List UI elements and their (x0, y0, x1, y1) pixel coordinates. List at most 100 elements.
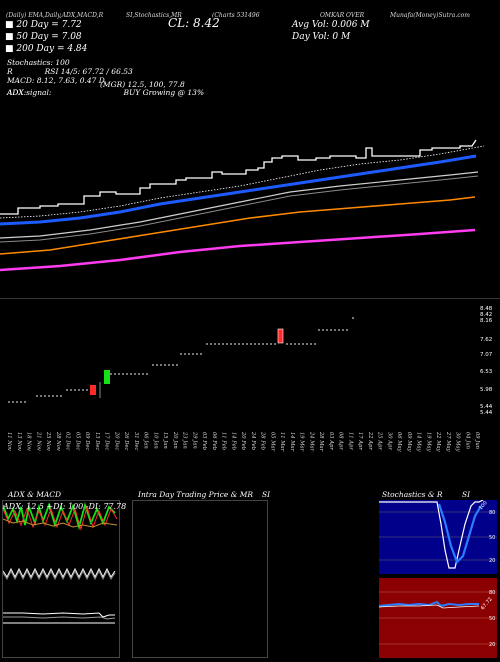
candle-dashes (8, 317, 355, 403)
intraday-title: Intra Day Trading Price & MR (138, 490, 254, 499)
rsi-panel: 80 50 20 67.72 (378, 578, 497, 658)
ema-20-line (0, 154, 477, 226)
date-label: 03 Apr (327, 432, 334, 450)
date-label: 13 Dec (93, 432, 100, 451)
macd-lines (3, 612, 116, 624)
date-label: 20 Feb (240, 432, 246, 450)
price-label-1: 8.48 (480, 306, 493, 312)
date-label: 23 Jan (181, 432, 188, 449)
ema-50-line-shadow (0, 175, 479, 243)
adx-plus-di-line (2, 501, 116, 531)
date-label: 30 May (454, 432, 461, 452)
ema-50-line (0, 171, 479, 239)
macd-wave (2, 567, 116, 581)
legend-ema20: ■ 20 Day = 7.72 (5, 20, 82, 30)
date-label: 27 May (444, 432, 451, 452)
date-label: 14 Mar (288, 432, 295, 452)
date-label: 17 Dec (103, 432, 110, 451)
stochastics-panel: 80 50 20 100 (379, 499, 497, 574)
date-label: 03 Feb (201, 432, 207, 450)
date-label: 14 May (415, 432, 422, 452)
price-label-2: 8.42 (480, 312, 493, 318)
ema-chart (0, 139, 485, 272)
date-label: 10 Jan (152, 432, 159, 449)
date-label: 11 Apr (347, 432, 354, 450)
day-volume: Day Vol: 0 M (292, 32, 351, 42)
intraday-panel (132, 500, 268, 658)
rsi-line-2 (378, 604, 480, 609)
header-title-mid: SI,Stochastics,MR (126, 12, 182, 19)
date-label: 05 Dec (74, 432, 81, 451)
date-label: 15 Jan (162, 432, 168, 449)
date-label: 24 Feb (249, 432, 256, 450)
price-label-6: 6.53 (480, 369, 493, 375)
candle-down-2 (277, 328, 284, 344)
price-label-9: 5.44 (480, 410, 493, 416)
date-label: 08 Apr (337, 432, 344, 450)
adx-values-label: ADX: 12.5 +DI: 100 -DI: 77.78 (3, 502, 127, 511)
date-label: 19 Mar (298, 432, 305, 452)
date-label: 30 Apr (386, 432, 393, 450)
date-label: 20 Dec (113, 432, 120, 451)
date-label: 11 Nov (6, 432, 12, 451)
stoch-axis-50: 50 (489, 535, 495, 541)
legend-adx-values: (MGR) 12.5, 100, 77.8 (100, 80, 185, 89)
price-label-4: 7.62 (480, 337, 493, 343)
price-label-3: 8.16 (480, 318, 493, 324)
date-label: 09 Jun (474, 432, 480, 450)
ema-200-line (0, 196, 476, 255)
rsi-value: 67.72 (480, 596, 494, 611)
date-label: 06 Jan (142, 432, 149, 449)
header-title-left: (Daily) EMA,Daily,ADX,MACD,R (6, 12, 104, 19)
date-label: 21 Nov (35, 432, 42, 451)
date-label: 09 Dec (84, 432, 90, 451)
date-label: 22 May (435, 432, 441, 452)
date-label: 14 Feb (230, 432, 237, 450)
date-label: 11 Mar (279, 432, 285, 452)
adx-minus-di-line (2, 505, 118, 531)
stoch-k-line (379, 499, 484, 569)
legend-stochastics: Stochastics: 100 (7, 58, 70, 67)
date-label: 04 Jun (464, 432, 471, 450)
legend-ema50: ■ 50 Day = 7.08 (5, 32, 82, 42)
intraday-title-si: SI (262, 490, 271, 499)
price-label-7: 5.98 (480, 387, 493, 393)
ema-line-long (0, 228, 476, 272)
legend-rsi: R RSI 14/5: 67.72 / 66.53 (7, 67, 133, 76)
date-label: 11 Feb (220, 432, 227, 450)
stoch-axis-80: 80 (489, 510, 495, 516)
date-label: 20 Jan (171, 432, 178, 449)
stoch-value: 100 (478, 500, 489, 511)
date-label: 31 Dec (132, 432, 139, 451)
candle-up-1 (104, 370, 110, 384)
price-label-8: 5.44 (480, 404, 493, 410)
stoch-axis-20: 20 (489, 558, 495, 564)
date-label: 24 Mar (308, 432, 315, 452)
stoch-d-line (437, 503, 482, 564)
rsi-axis-50: 50 (489, 616, 495, 622)
date-label: 28 Nov (54, 432, 61, 451)
date-label: 06 Feb (210, 432, 217, 450)
date-label: 02 Dec (64, 432, 71, 451)
rsi-line (378, 600, 479, 608)
close-step-line (0, 139, 477, 215)
date-label: 29 Jan (191, 432, 198, 449)
stoch-title: Stochastics & R (382, 490, 443, 499)
adx-macd-panel (2, 500, 120, 658)
date-label: 05 Mar (269, 432, 276, 452)
date-label: 22 Apr (366, 432, 373, 450)
date-label: 17 Apr (357, 432, 363, 450)
legend-macd: MACD: 8.12, 7.63, 0.47 D (7, 76, 105, 85)
date-axis: 11 Nov 13 Nov 18 Nov 21 Nov 25 Nov 28 Nov 02 D… (0, 432, 500, 490)
rsi-axis-80: 80 (489, 590, 495, 596)
header-stock-name: OMKAR OVER (320, 12, 365, 19)
header-site: Munafa(Money)Sutra.com (390, 12, 470, 19)
date-label: 28 Feb (259, 432, 266, 450)
date-label: 06 May (396, 432, 402, 452)
price-label-5: 7.07 (480, 352, 493, 358)
legend-ema200: ■ 200 Day = 4.84 (5, 44, 88, 54)
date-label: 25 Apr (376, 432, 383, 450)
date-label: 26 Dec (123, 432, 129, 451)
date-label: 28 Mar (318, 432, 324, 452)
header-title-right: (Charts 531496 (212, 12, 260, 19)
